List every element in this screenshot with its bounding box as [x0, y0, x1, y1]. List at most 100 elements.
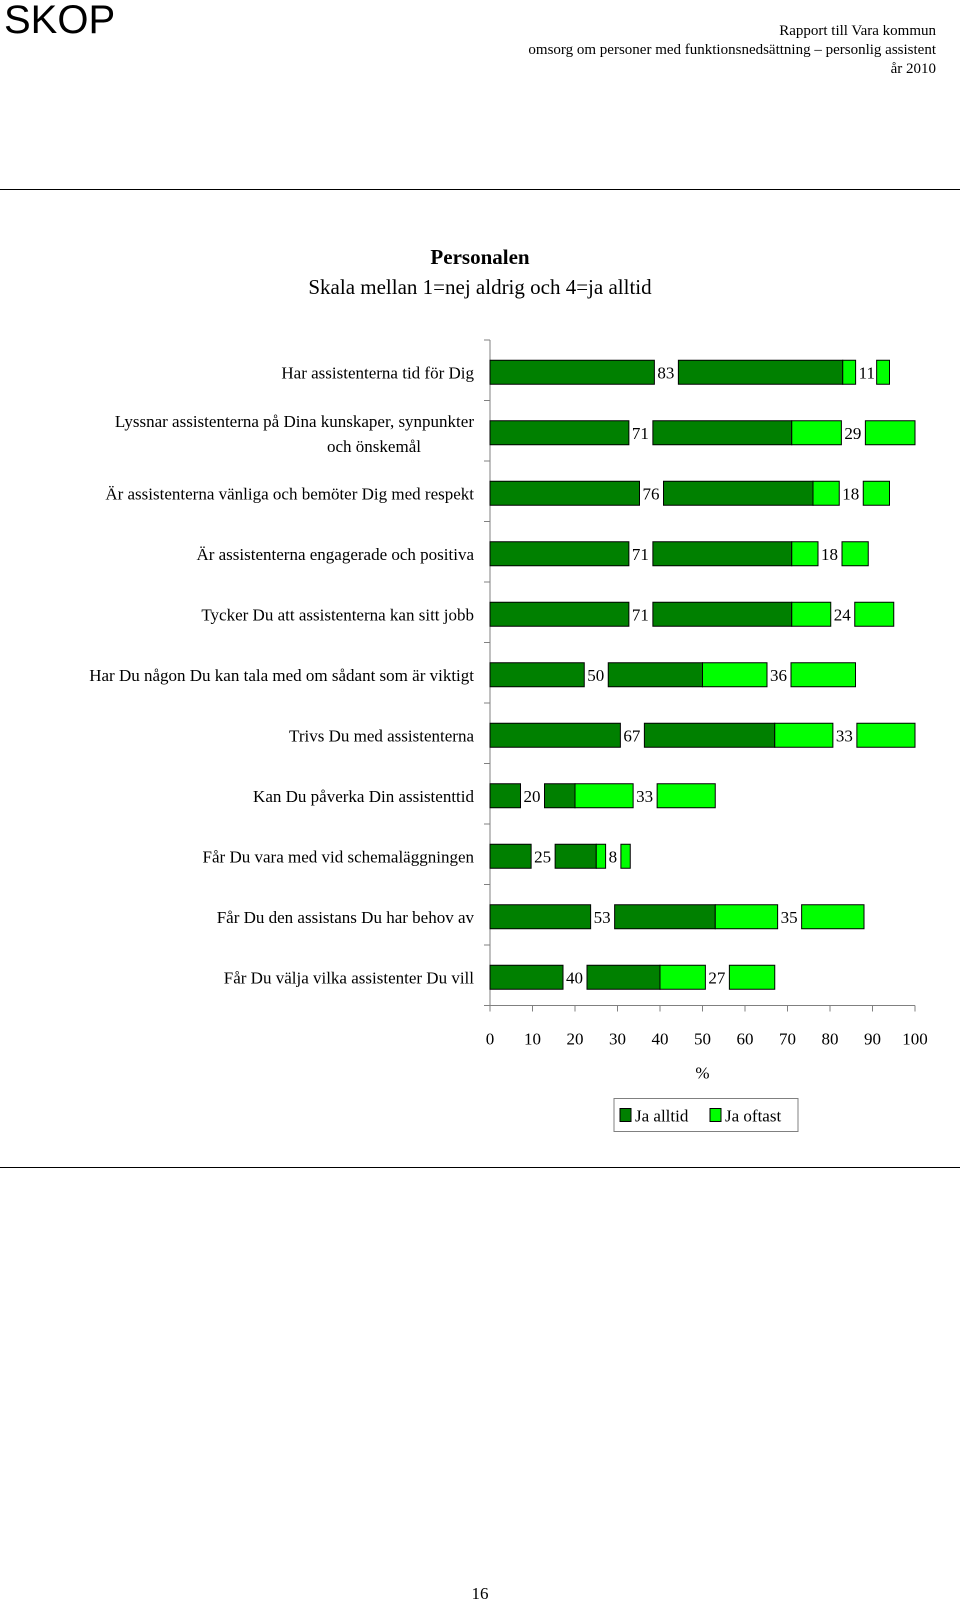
bar-segment-ja-alltid	[489, 783, 521, 809]
data-label: 40	[566, 968, 583, 987]
bar-segment-ja-alltid	[489, 964, 564, 990]
bar-segment-ja-alltid	[489, 722, 621, 748]
bar-segment-ja-alltid	[607, 662, 703, 688]
bar-segment-ja-oftast	[656, 783, 716, 809]
bar-segment-ja-oftast	[801, 904, 865, 930]
data-label: 53	[594, 908, 611, 927]
data-label: 36	[770, 666, 787, 685]
x-tick-label: 10	[524, 1030, 541, 1049]
bar-segment-ja-alltid	[489, 904, 592, 930]
category-label: Får Du välja vilka assistenter Du vill	[224, 968, 475, 987]
bar-segment-ja-alltid	[643, 722, 776, 748]
data-label: 20	[524, 787, 541, 806]
stacked-bar-chart: 0 10 20 30 40 50 60 70 80 90 100% Har assistenterna…	[89, 339, 928, 1132]
data-label: 67	[623, 726, 641, 745]
category-label: Tycker Du att assistenterna kan sitt job…	[201, 605, 474, 624]
x-tick-label: 20	[567, 1030, 584, 1049]
bar-segment-ja-alltid	[489, 420, 630, 446]
report-header-line3: år 2010	[890, 61, 936, 77]
bar-segment-ja-oftast	[876, 359, 890, 385]
category-label: Kan Du påverka Din assistenttid	[253, 787, 474, 806]
chart-subtitle: Skala mellan 1=nej aldrig och 4=ja allti…	[308, 275, 652, 299]
x-tick-label: 60	[737, 1030, 754, 1049]
x-tick-label: 90	[864, 1030, 881, 1049]
data-label: 71	[632, 424, 649, 443]
legend-swatch-ja-alltid	[619, 1108, 632, 1122]
bar-segment-ja-oftast	[728, 964, 776, 990]
legend-box	[613, 1098, 799, 1132]
data-label: 35	[781, 908, 798, 927]
bar-segment-ja-alltid	[544, 783, 576, 809]
bar-segment-ja-alltid	[652, 601, 793, 627]
legend-label: Ja alltid	[635, 1107, 689, 1126]
data-label: 33	[636, 787, 653, 806]
data-label: 18	[842, 484, 859, 503]
bar-segment-ja-oftast	[659, 964, 706, 990]
data-label: 71	[632, 545, 649, 564]
x-axis-label: %	[695, 1064, 709, 1083]
bar-segment-ja-alltid	[614, 904, 716, 930]
legend-label: Ja oftast	[725, 1107, 781, 1126]
data-label: 83	[657, 363, 674, 382]
data-label: 29	[844, 424, 861, 443]
category-label: Får Du den assistans Du har behov av	[217, 908, 475, 927]
data-label: 8	[609, 847, 618, 866]
category-label: Har Du någon Du kan tala med om sådant s…	[89, 666, 474, 685]
x-tick-label: 0	[486, 1030, 495, 1049]
bar-segment-ja-alltid	[652, 541, 793, 567]
data-label: 25	[534, 847, 551, 866]
bar-segment-ja-oftast	[702, 662, 768, 688]
bar-segment-ja-oftast	[790, 662, 856, 688]
bar-segment-ja-alltid	[586, 964, 661, 990]
data-label: 18	[821, 545, 838, 564]
footer-rule	[0, 1167, 960, 1168]
data-label: 71	[632, 605, 649, 624]
category-label: och önskemål	[327, 437, 421, 456]
bar-segment-ja-oftast	[862, 480, 890, 506]
bar-segment-ja-alltid	[489, 359, 655, 385]
page-number: 16	[471, 1584, 489, 1603]
category-label: Är assistenterna vänliga och bemöter Dig…	[105, 484, 474, 503]
bar-segment-ja-alltid	[489, 601, 630, 627]
bar-segment-ja-alltid	[652, 420, 793, 446]
data-label: 76	[643, 484, 660, 503]
bar-segment-ja-alltid	[489, 843, 532, 869]
bar-segment-ja-oftast	[791, 420, 842, 446]
bar-segment-ja-oftast	[864, 420, 916, 446]
bar-segment-ja-oftast	[595, 843, 607, 869]
header-rule	[0, 189, 960, 190]
bar-segment-ja-oftast	[791, 601, 832, 627]
bar-segment-ja-oftast	[714, 904, 779, 930]
bar-segment-ja-oftast	[842, 359, 857, 385]
bar-segment-ja-oftast	[856, 722, 916, 748]
x-tick-label: 50	[694, 1030, 711, 1049]
data-label: 11	[859, 363, 875, 382]
legend-swatch-ja-oftast	[709, 1108, 722, 1122]
bar-segment-ja-oftast	[774, 722, 834, 748]
x-tick-label: 40	[652, 1030, 669, 1049]
x-tick-label: 80	[822, 1030, 839, 1049]
x-tick-label: 30	[609, 1030, 626, 1049]
data-label: 24	[834, 605, 852, 624]
bar-segment-ja-alltid	[489, 480, 640, 506]
bar-segment-ja-alltid	[677, 359, 844, 385]
bar-segment-ja-oftast	[841, 541, 869, 567]
bar-segment-ja-oftast	[812, 480, 840, 506]
bar-segment-ja-alltid	[554, 843, 597, 869]
category-label: Får Du vara med vid schemaläggningen	[203, 847, 475, 866]
bar-segment-ja-alltid	[663, 480, 814, 506]
category-label: Har assistenterna tid för Dig	[281, 363, 474, 382]
chart-title: Personalen	[430, 245, 530, 269]
bar-segment-ja-oftast	[791, 541, 819, 567]
skop-logo: SKOP	[4, 0, 116, 42]
bar-segment-ja-oftast	[854, 601, 895, 627]
bar-segment-ja-oftast	[620, 843, 631, 869]
bar-segment-ja-alltid	[489, 541, 630, 567]
bar-segment-ja-alltid	[489, 662, 585, 688]
data-label: 33	[836, 726, 853, 745]
data-label: 27	[708, 968, 726, 987]
x-tick-label: 70	[779, 1030, 796, 1049]
report-header-line1: Rapport till Vara kommun	[779, 23, 936, 39]
category-label: Trivs Du med assistenterna	[289, 726, 474, 745]
chart-title-block: Personalen Skala mellan 1=nej aldrig och…	[0, 242, 960, 302]
